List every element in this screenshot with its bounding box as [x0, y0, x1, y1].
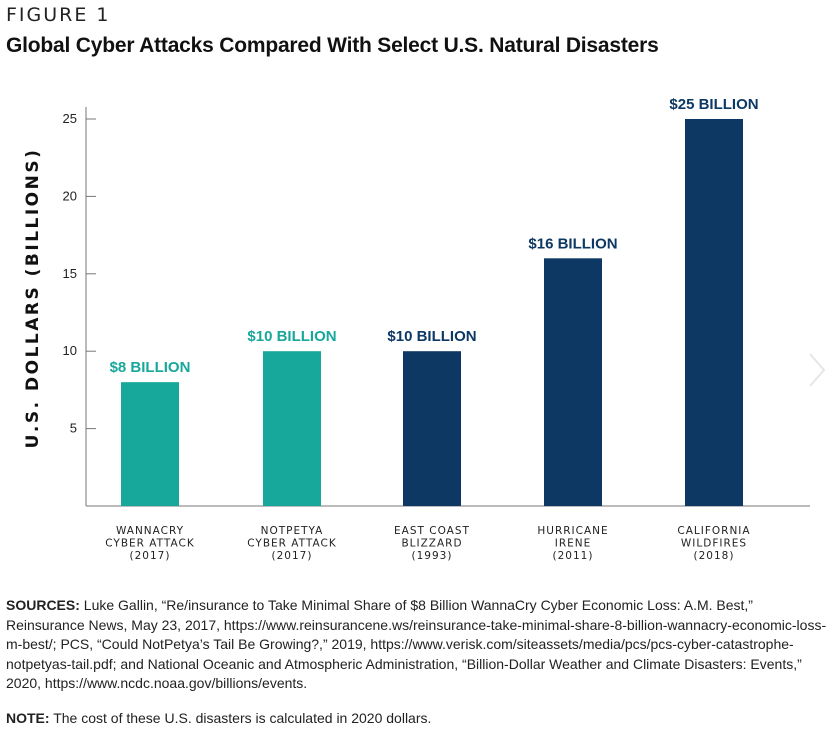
x-tick-label: (2011) [553, 550, 594, 562]
x-tick-label: HURRICANE [537, 525, 608, 537]
x-tick-label: (1993) [412, 550, 453, 562]
bar [685, 119, 743, 506]
sources-label: SOURCES: [6, 597, 80, 613]
data-label: $8 BILLION [110, 359, 191, 376]
figure-label: FIGURE 1 [6, 4, 111, 26]
x-tick-label: CALIFORNIA [677, 525, 750, 537]
y-tick-label: 10 [63, 343, 77, 358]
bar [544, 258, 602, 506]
note-label: NOTE: [6, 710, 50, 726]
note-text: The cost of these U.S. disasters is calc… [49, 710, 432, 726]
y-tick-label: 5 [70, 421, 77, 436]
data-label: $10 BILLION [387, 328, 476, 345]
bar [121, 382, 179, 506]
x-tick-label: CYBER ATTACK [105, 538, 195, 550]
bar [263, 351, 321, 506]
x-tick-label: NOTPETYA [261, 525, 324, 537]
chart-title: Global Cyber Attacks Compared With Selec… [6, 34, 659, 57]
bar [403, 351, 461, 506]
y-tick-label: 15 [63, 266, 77, 281]
bar-chart: 5 10 15 20 25 U.S. DOLLARS (BILLIONS) $8 BILL… [23, 96, 810, 562]
sources-note: SOURCES: Luke Gallin, “Re/insurance to T… [6, 596, 828, 694]
y-axis-title: U.S. DOLLARS (BILLIONS) [23, 148, 43, 449]
x-tick-label: EAST COAST [394, 525, 470, 537]
y-tick-label: 25 [63, 111, 77, 126]
x-tick-label: WANNACRY [116, 525, 184, 537]
x-tick-label: (2017) [130, 550, 171, 562]
chevron-right-icon[interactable] [806, 350, 828, 390]
chart-bars [121, 119, 743, 506]
x-tick-label: IRENE [555, 538, 592, 550]
x-tick-label: CYBER ATTACK [247, 538, 337, 550]
sources-text: Luke Gallin, “Re/insurance to Take Minim… [6, 597, 827, 691]
data-label: $25 BILLION [669, 96, 758, 113]
data-label: $10 BILLION [247, 328, 336, 345]
x-tick-label: (2018) [694, 550, 735, 562]
x-tick-label: BLIZZARD [401, 538, 462, 550]
x-tick-label: WILDFIRES [681, 538, 747, 550]
data-label: $16 BILLION [528, 235, 617, 252]
x-tick-label: (2017) [272, 550, 313, 562]
y-tick-label: 20 [63, 188, 77, 203]
note: NOTE: The cost of these U.S. disasters i… [6, 710, 828, 726]
